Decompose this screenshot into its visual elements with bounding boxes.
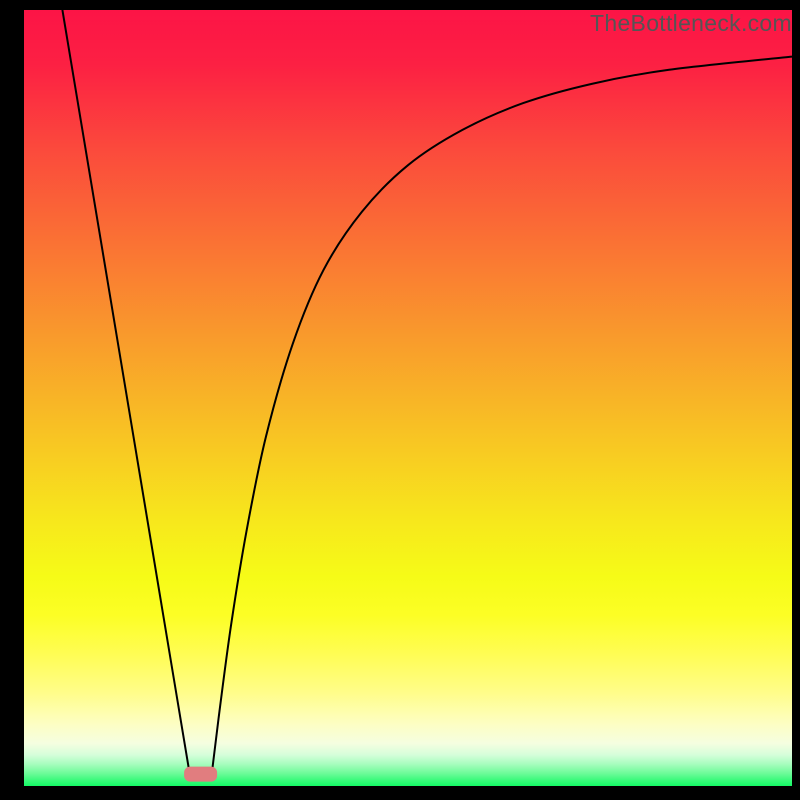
bottleneck-curve-left [62,10,189,770]
plot-area [24,10,792,786]
curve-svg [24,10,792,786]
watermark-text: TheBottleneck.com [590,10,792,37]
minimum-marker [184,767,218,782]
chart-container: TheBottleneck.com [0,0,800,800]
bottleneck-curve-right [212,57,792,771]
